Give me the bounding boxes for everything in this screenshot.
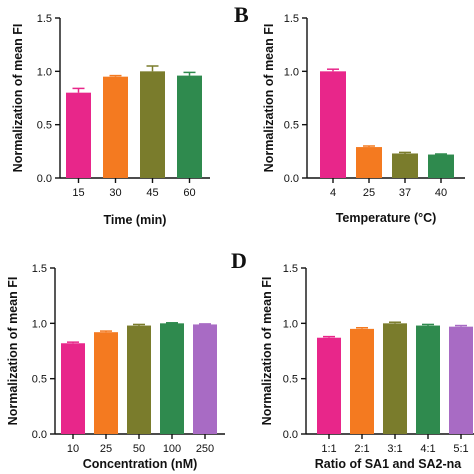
chart-panel-1: 0.0 0.5 1.0 1.5 15 30 45 60 Time (min) Normalizat… (11, 13, 210, 227)
y-tick-label: 1.0 (37, 66, 52, 78)
y-tick-label: 1.0 (283, 318, 298, 330)
y-tick-label: 0.0 (37, 173, 52, 185)
bar (383, 323, 407, 434)
x-tick-label: 30 (109, 187, 121, 199)
x-tick-label: 40 (435, 187, 447, 199)
y-tick-label: 0.5 (283, 374, 298, 386)
panel-letter: B (234, 2, 249, 27)
chart-panel-3: 0.0 0.5 1.0 1.5 10 25 50 100 250 Concentration (n… (6, 263, 225, 471)
x-tick-label: 25 (100, 443, 112, 455)
y-tick-label: 1.5 (284, 13, 299, 25)
y-tick-label: 1.5 (32, 263, 47, 275)
x-tick-label: 37 (399, 187, 411, 199)
x-tick-label: 25 (363, 187, 375, 199)
bar (449, 326, 473, 434)
y-tick-label: 1.5 (283, 263, 298, 275)
y-tick-label: 1.0 (284, 66, 299, 78)
bar (140, 71, 165, 178)
bar (350, 328, 374, 434)
x-tick-label: 3:1 (387, 443, 402, 455)
bar (177, 75, 202, 178)
bar (66, 92, 91, 178)
x-tick-label: 50 (133, 443, 145, 455)
bar (416, 325, 440, 434)
panel-letter: D (231, 248, 247, 273)
bar (320, 71, 346, 178)
x-tick-label: 250 (196, 443, 214, 455)
x-tick-label: 4:1 (420, 443, 435, 455)
y-tick-label: 0.5 (32, 374, 47, 386)
x-tick-label: 100 (163, 443, 181, 455)
x-tick-label: 4 (330, 187, 336, 199)
x-axis-label: Temperature (°C) (336, 211, 437, 225)
x-tick-label: 5:1 (453, 443, 468, 455)
x-axis-label: Concentration (nM) (83, 457, 198, 471)
x-axis-label: Ratio of SA1 and SA2-na (315, 457, 463, 471)
bar (356, 147, 382, 178)
y-tick-label: 0.5 (284, 120, 299, 132)
bar (160, 323, 184, 434)
x-tick-label: 2:1 (354, 443, 369, 455)
y-tick-label: 0.5 (37, 120, 52, 132)
y-tick-label: 1.0 (32, 318, 47, 330)
y-axis-label: Normalization of mean FI (6, 277, 20, 426)
y-axis-label: Normalization of mean FI (262, 24, 276, 173)
y-tick-label: 0.0 (32, 429, 47, 441)
x-tick-label: 10 (67, 443, 79, 455)
x-tick-label: 45 (146, 187, 158, 199)
bar (193, 324, 217, 434)
y-axis-label: Normalization of mean FI (260, 277, 274, 426)
chart-panel-4: D 0.0 0.5 1.0 1.5 1:1 2:1 3:1 4:1 5:1 Ratio of SA1… (231, 248, 474, 471)
bar (103, 76, 128, 178)
x-axis-label: Time (min) (104, 213, 167, 227)
chart-panel-2: B 0.0 0.5 1.0 1.5 4 25 37 40 Temperature (°C) Norm… (234, 2, 465, 225)
y-axis-label: Normalization of mean FI (11, 24, 25, 173)
bar (61, 343, 85, 434)
bar (392, 153, 418, 178)
bar (317, 337, 341, 434)
y-tick-label: 1.5 (37, 13, 52, 25)
x-tick-label: 60 (183, 187, 195, 199)
y-tick-label: 0.0 (284, 173, 299, 185)
bar (127, 325, 151, 434)
x-tick-label: 15 (72, 187, 84, 199)
bar (94, 332, 118, 434)
x-tick-label: 1:1 (321, 443, 336, 455)
y-tick-label: 0.0 (283, 429, 298, 441)
bar (428, 154, 454, 178)
